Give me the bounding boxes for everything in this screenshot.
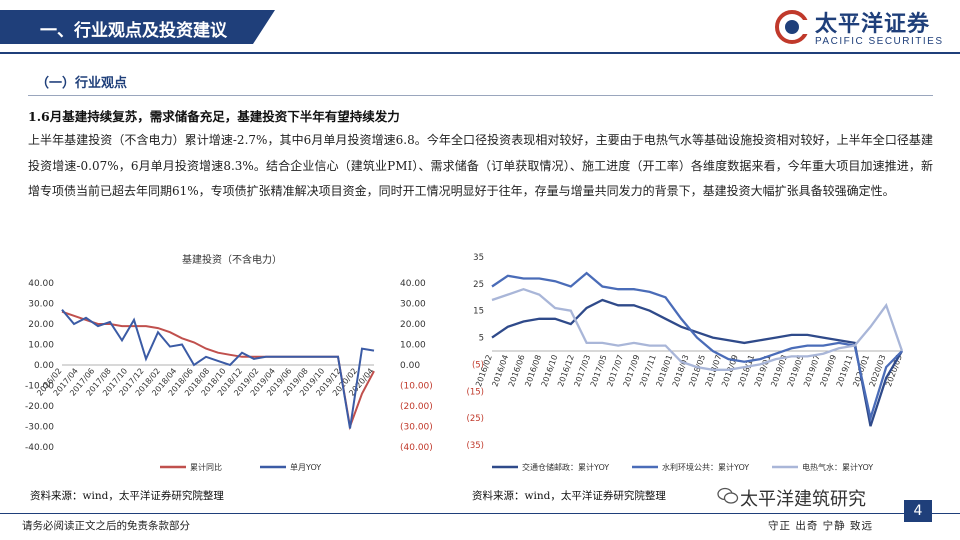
y-tick-left: -20.00: [25, 402, 54, 412]
section-divider: [28, 95, 933, 96]
y-tick-right: 10.00: [400, 341, 426, 351]
body-paragraph: 上半年基建投资（不含电力）累计增速-2.7%，其中6月单月投资增速6.8。今年全…: [28, 133, 933, 198]
y-tick: 25: [473, 280, 484, 290]
legend-label: 水利环境公共：累计YOY: [662, 462, 749, 472]
footer-divider: [0, 513, 960, 514]
header-banner: 一、行业观点及投资建议: [0, 10, 275, 44]
y-tick-left: -10.00: [25, 382, 54, 392]
y-tick: 35: [473, 253, 484, 263]
page-number: 4: [904, 500, 932, 522]
y-tick-left: -40.00: [25, 443, 54, 453]
y-tick-left: 10.00: [28, 341, 54, 351]
logo-text-cn: 太平洋证券: [815, 12, 931, 37]
y-tick: (5): [472, 360, 484, 370]
y-tick-right: 20.00: [400, 320, 426, 330]
chart-title: 基建投资（不含电力）: [182, 253, 282, 266]
watermark-text: 太平洋建筑研究: [740, 489, 866, 510]
legend-label: 累计同比: [190, 462, 222, 472]
legend-label: 电热气水：累计YOY: [802, 462, 873, 472]
y-tick: (15): [467, 387, 484, 397]
y-tick-right: (40.00): [400, 443, 433, 453]
y-tick: 5: [479, 334, 484, 344]
legend-label: 交通仓储邮政：累计YOY: [522, 462, 609, 472]
series-line: [61, 309, 375, 429]
y-tick-right: 30.00: [400, 300, 426, 310]
series-line: [491, 271, 903, 423]
header-divider: [0, 52, 960, 54]
y-tick: (25): [467, 414, 484, 424]
y-tick-right: (30.00): [400, 423, 433, 433]
sub-title: 1.6月基建持续复苏，需求储备充足，基建投资下半年有望持续发力: [28, 109, 400, 124]
sub-sector-chart: 3525155(5)(15)(25)(35)2016/022016/042016…: [467, 253, 904, 472]
section-title: （一）行业观点: [36, 76, 128, 91]
series-line: [491, 298, 903, 427]
logo-text-en: PACIFIC SECURITIES: [815, 36, 944, 47]
y-tick-right: 0.00: [400, 361, 420, 371]
y-tick-right: (10.00): [400, 382, 433, 392]
series-line: [491, 287, 904, 371]
y-tick-left: 30.00: [28, 300, 54, 310]
logo-mark-icon: [775, 10, 809, 44]
y-tick-left: 20.00: [28, 320, 54, 330]
y-tick-right: 40.00: [400, 279, 426, 289]
y-tick: (35): [467, 441, 484, 451]
disclaimer-text: 请务必阅读正文之后的免责条款部分: [22, 520, 190, 532]
y-tick-left: -30.00: [25, 423, 54, 433]
wechat-icon: [717, 487, 739, 504]
infra-investment-chart: 基建投资（不含电力） 40.00 30.00 20.00 10.00 0.00 -10.00…: [25, 253, 433, 472]
y-tick-left: 40.00: [28, 279, 54, 289]
motto-text: 守正 出奇 宁静 致远: [768, 520, 874, 532]
legend-label: 单月YOY: [290, 462, 321, 472]
source-note-left: 资料来源：wind，太平洋证券研究院整理: [30, 490, 224, 502]
page-title: 一、行业观点及投资建议: [40, 21, 227, 41]
source-note-right: 资料来源：wind，太平洋证券研究院整理: [472, 490, 666, 502]
y-tick-right: (20.00): [400, 402, 433, 412]
company-logo: 太平洋证券 PACIFIC SECURITIES: [775, 6, 955, 52]
y-tick-left: 0.00: [34, 361, 54, 371]
y-tick: 15: [473, 307, 484, 317]
